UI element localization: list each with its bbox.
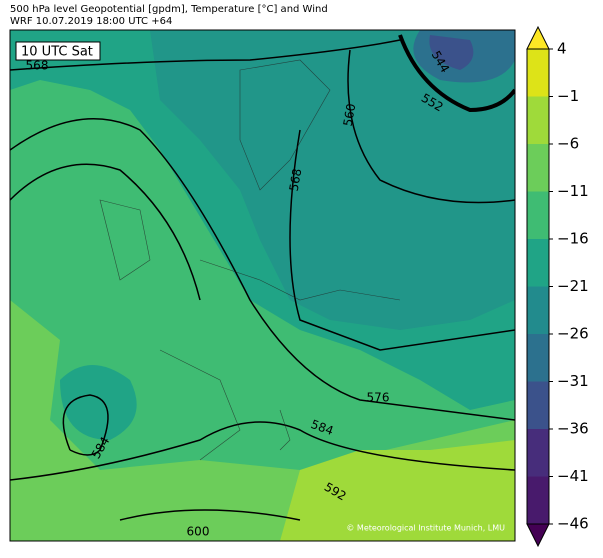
map: 10 UTC Sat © Meteorological Institute Mu…: [9, 29, 516, 542]
colorbar-band: [527, 476, 549, 524]
colorbar-band: [527, 286, 549, 334]
credit: © Meteorological Institute Munich, LMU: [346, 524, 505, 533]
colorbar-band: [527, 96, 549, 144]
colorbar-band: [527, 191, 549, 239]
colorbar-tick-label: −41: [557, 467, 589, 485]
colorbar-tick-label: −6: [557, 135, 579, 153]
time-label: 10 UTC Sat: [21, 45, 93, 60]
colorbar-tick-label: −16: [557, 230, 589, 248]
colorbar-band: [527, 381, 549, 429]
colorbar-tick-label: −1: [557, 87, 579, 105]
colorbar-tick-label: −46: [557, 515, 589, 533]
colorbar-tick-label: −21: [557, 277, 589, 295]
colorbar-tick-label: −31: [557, 372, 589, 390]
colorbar-band: [527, 429, 549, 477]
contour-label: 576: [367, 391, 390, 405]
time-box: [15, 41, 101, 61]
colorbar-band: [527, 49, 549, 97]
colorbar-tick-label: −26: [557, 325, 589, 343]
colorbar-band: [527, 144, 549, 192]
colorbar-over: [526, 25, 550, 50]
contour-label: 600: [187, 525, 210, 539]
title: 500 hPa level Geopotential [gpdm], Tempe…: [10, 4, 328, 15]
contour-label: 560: [341, 102, 359, 127]
colorbar-tick-label: −36: [557, 420, 589, 438]
contour-label: 568: [26, 59, 49, 73]
colorbar-band: [527, 239, 549, 287]
colorbar-tick-label: 4: [557, 40, 567, 58]
colorbar-under: [526, 523, 550, 548]
colorbar-tick-label: −11: [557, 182, 589, 200]
subtitle: WRF 10.07.2019 18:00 UTC +64: [10, 16, 172, 27]
colorbar: 4 −1 −6 −11 −16 −21 −26 −31 −36 −41 −46: [526, 25, 589, 548]
contour-label: 568: [287, 167, 305, 192]
colorbar-band: [527, 334, 549, 382]
